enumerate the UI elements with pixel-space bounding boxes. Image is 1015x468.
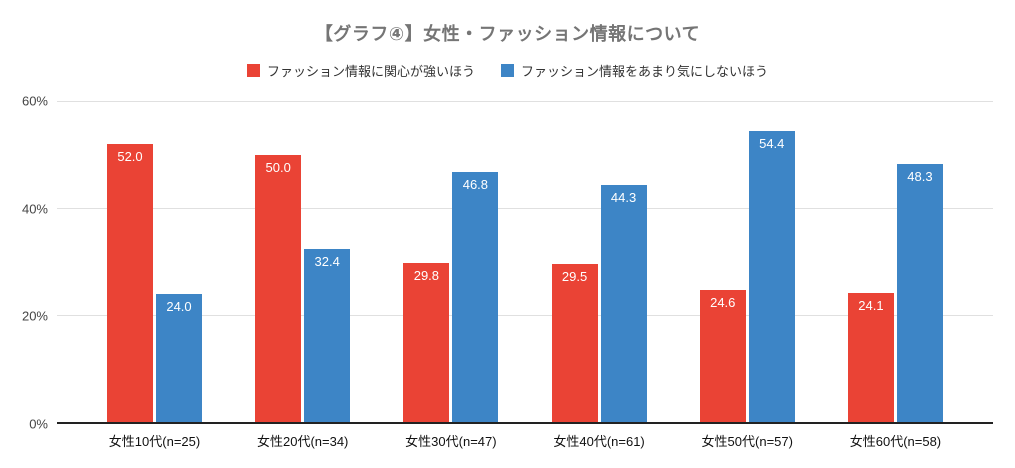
- y-tick-20: 20%: [21, 308, 48, 324]
- bar-series1-group1: 52.0: [107, 143, 153, 422]
- bar-series2-group6: 48.3: [896, 163, 943, 422]
- bar-value-label: 50.0: [265, 159, 291, 175]
- bar-value-label: 32.4: [314, 253, 340, 269]
- bar-series2-group2: 32.4: [304, 248, 351, 422]
- y-tick-60: 60%: [21, 93, 48, 109]
- bar-series1-group4: 29.5: [551, 264, 598, 422]
- y-tick-40: 40%: [21, 201, 48, 217]
- bar-value-label: 52.0: [117, 148, 143, 164]
- category-label-6: 女性60代(n=58): [849, 434, 942, 449]
- bar-group-3: 29.8 46.8 女性30代(n=47): [403, 101, 499, 449]
- category-label-1: 女性10代(n=25): [108, 434, 201, 449]
- bar-value-label: 44.3: [610, 190, 637, 205]
- chart-legend: ファッション情報に関心が強いほう ファッション情報をあまり気にしないほう: [0, 61, 1015, 80]
- gridline-20: [57, 315, 993, 316]
- bar-value-label: 29.5: [561, 269, 588, 285]
- bar-series1-group6: 24.1: [847, 293, 894, 422]
- category-label-2: 女性20代(n=34): [256, 434, 349, 449]
- legend-label-interested: ファッション情報に関心が強いほう: [266, 64, 475, 79]
- bar-series1-group2: 50.0: [255, 154, 302, 422]
- category-label-4: 女性40代(n=61): [553, 434, 645, 449]
- bar-series2-group5: 54.4: [748, 130, 795, 422]
- legend-item-interested: ファッション情報に関心が強いほう: [246, 61, 475, 80]
- category-label-5: 女性50代(n=57): [701, 434, 793, 449]
- bar-group-4: 29.5 44.3 女性40代(n=61): [551, 101, 647, 449]
- legend-label-not-interested: ファッション情報をあまり気にしないほう: [521, 64, 769, 79]
- y-axis: 0% 20% 40% 60%: [0, 94, 48, 432]
- legend-item-not-interested: ファッション情報をあまり気にしないほう: [501, 61, 768, 80]
- bar-value-label: 24.6: [710, 295, 736, 311]
- y-tick-0: 0%: [29, 416, 48, 432]
- bar-value-label: 29.8: [413, 267, 440, 283]
- legend-swatch-blue: [501, 64, 514, 77]
- bar-series2-group3: 46.8: [452, 171, 499, 422]
- bar-group-5: 24.6 54.4 女性50代(n=57): [699, 101, 795, 449]
- gridline-60: [57, 101, 993, 102]
- bar-value-label: 48.3: [907, 168, 933, 184]
- bar-series2-group4: 44.3: [600, 185, 647, 422]
- bar-series1-group3: 29.8: [403, 262, 450, 422]
- bar-value-label: 46.8: [462, 176, 489, 192]
- gridline-40: [57, 207, 993, 209]
- chart-title: 【グラフ④】女性・ファッション情報について: [314, 24, 701, 44]
- bar-value-label: 54.4: [759, 135, 785, 151]
- bar-group-6: 24.1 48.3 女性60代(n=58): [847, 101, 943, 449]
- bar-value-label: 24.1: [858, 298, 884, 314]
- plot-area: 52.0 24.0 女性10代(n=25) 50.0 32.4 女性20代(n=34) 29…: [57, 101, 993, 449]
- bar-series2-group1: 24.0: [156, 293, 202, 422]
- category-label-3: 女性30代(n=47): [405, 434, 497, 449]
- bar-group-2: 50.0 32.4 女性20代(n=34): [255, 101, 351, 449]
- bar-group-1: 52.0 24.0 女性10代(n=25): [107, 101, 202, 449]
- bar-series1-group5: 24.6: [699, 290, 746, 422]
- legend-swatch-red: [246, 64, 260, 77]
- bar-value-label: 24.0: [166, 298, 192, 314]
